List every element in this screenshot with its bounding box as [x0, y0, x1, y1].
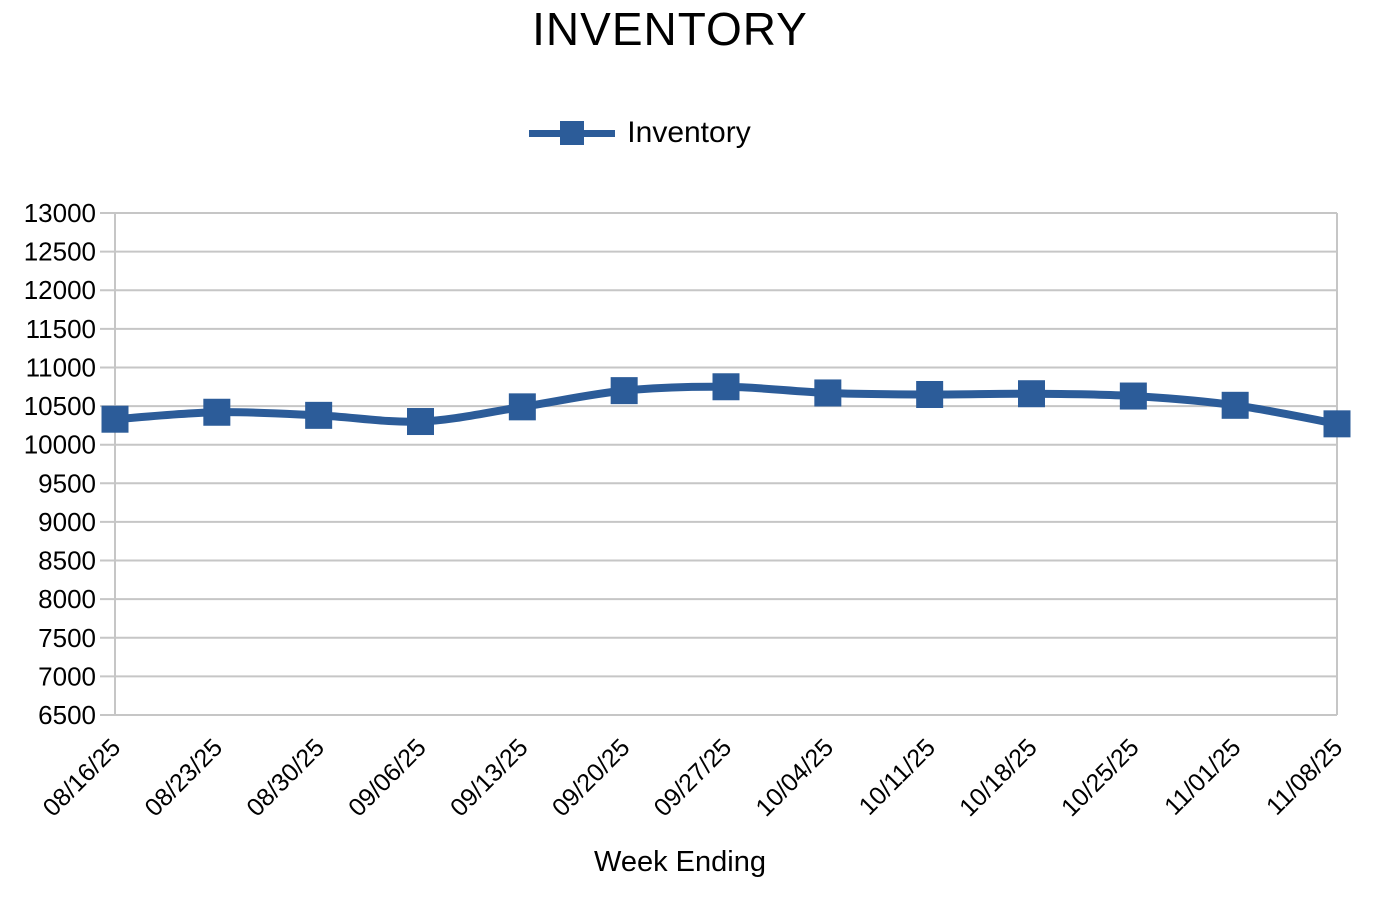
- x-tick-label: 08/30/25: [241, 733, 330, 822]
- chart-title: INVENTORY: [532, 3, 808, 55]
- y-tick-label: 13000: [24, 198, 96, 228]
- y-tick-label: 7000: [38, 661, 96, 691]
- data-point-marker: [101, 405, 129, 433]
- y-tick-label: 12000: [24, 275, 96, 305]
- y-tick-label: 7500: [38, 623, 96, 653]
- x-tick-label: 10/25/25: [1056, 733, 1145, 822]
- legend-square-marker-icon: [560, 121, 585, 145]
- y-tick-label: 8500: [38, 546, 96, 576]
- y-tick-label: 11500: [26, 314, 96, 344]
- data-point-marker: [203, 398, 231, 426]
- y-tick-label: 9500: [38, 468, 96, 498]
- x-tick-label: 09/20/25: [547, 733, 636, 822]
- x-tick-label: 10/04/25: [750, 733, 839, 822]
- x-tick-label: 09/13/25: [445, 733, 534, 822]
- x-tick-label: 08/16/25: [38, 733, 127, 822]
- data-point-marker: [814, 379, 842, 407]
- data-point-marker: [916, 380, 944, 408]
- x-axis-title: Week Ending: [594, 846, 766, 878]
- x-tick-label: 09/27/25: [649, 733, 738, 822]
- data-point-marker: [610, 377, 638, 405]
- x-tick-label: 10/18/25: [954, 733, 1043, 822]
- x-tick-label: 11/01/25: [1159, 733, 1246, 820]
- data-point-marker: [1119, 382, 1147, 410]
- data-point-marker: [305, 401, 333, 429]
- data-point-marker: [1221, 391, 1249, 419]
- x-tick-label: 10/11/25: [854, 733, 941, 820]
- x-tick-label: 11/08/25: [1261, 733, 1348, 820]
- data-point-marker: [508, 393, 536, 421]
- y-tick-label: 10000: [24, 430, 96, 460]
- y-tick-label: 11000: [26, 352, 96, 382]
- data-point-marker: [407, 408, 434, 436]
- y-tick-label: 10500: [24, 391, 96, 421]
- y-tick-label: 9000: [38, 507, 96, 537]
- data-point-marker: [712, 373, 740, 401]
- legend-line-marker-icon: [529, 118, 616, 148]
- x-tick-label: 09/06/25: [343, 733, 432, 822]
- y-tick-label: 12500: [24, 237, 96, 267]
- y-tick-label: 6500: [38, 700, 96, 730]
- data-point-marker: [1018, 380, 1045, 408]
- legend: Inventory: [440, 112, 840, 154]
- legend-label: Inventory: [627, 116, 751, 149]
- data-point-marker: [1323, 410, 1351, 438]
- x-tick-label: 08/23/25: [139, 733, 228, 822]
- y-tick-label: 8000: [38, 584, 96, 614]
